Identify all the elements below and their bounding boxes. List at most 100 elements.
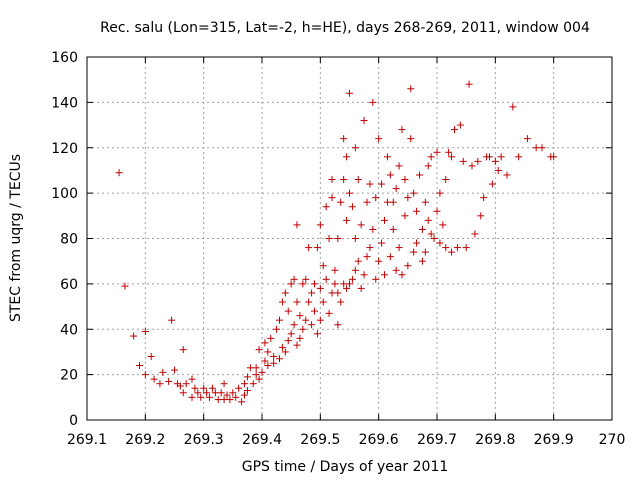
- data-point: [296, 312, 304, 320]
- data-point: [243, 387, 251, 395]
- data-point: [503, 171, 511, 179]
- data-point: [354, 257, 362, 265]
- data-point: [293, 341, 301, 349]
- data-point: [401, 176, 409, 184]
- data-point: [337, 198, 345, 206]
- data-point: [220, 380, 228, 388]
- data-point: [375, 135, 383, 143]
- data-point: [281, 348, 289, 356]
- data-point: [171, 366, 178, 374]
- data-point: [418, 257, 426, 265]
- data-point: [255, 375, 263, 383]
- data-point: [188, 393, 196, 401]
- data-point: [179, 389, 187, 397]
- data-point: [316, 221, 324, 229]
- data-point: [150, 375, 158, 383]
- data-point: [165, 377, 173, 385]
- data-point: [276, 316, 283, 324]
- gridlines: [87, 57, 612, 420]
- data-point: [407, 85, 415, 93]
- data-point: [459, 157, 467, 165]
- data-point: [334, 321, 342, 329]
- data-point: [494, 166, 502, 174]
- data-point: [480, 194, 488, 202]
- data-point: [179, 346, 187, 354]
- data-point: [488, 180, 496, 188]
- data-point: [176, 382, 184, 390]
- data-point: [273, 325, 281, 333]
- data-point: [220, 396, 228, 404]
- data-point: [203, 389, 211, 397]
- data-point: [267, 334, 275, 342]
- data-point: [395, 244, 403, 252]
- x-tick-label: 269.1: [67, 432, 107, 448]
- y-tick-label: 140: [51, 95, 78, 111]
- data-point: [238, 398, 246, 406]
- data-point: [311, 280, 318, 288]
- data-point: [235, 384, 243, 392]
- data-point: [331, 266, 339, 274]
- data-point: [270, 352, 278, 360]
- data-point: [427, 230, 435, 238]
- data-point: [168, 316, 176, 324]
- data-point: [284, 337, 292, 345]
- data-point: [191, 384, 199, 392]
- data-point: [442, 176, 450, 184]
- data-point: [159, 368, 167, 376]
- y-tick-label: 160: [51, 50, 78, 66]
- data-point: [424, 216, 432, 224]
- data-point: [468, 162, 476, 170]
- data-point: [360, 271, 368, 279]
- data-point: [343, 153, 351, 161]
- data-point: [372, 275, 380, 283]
- data-point: [293, 221, 301, 229]
- data-point: [392, 266, 400, 274]
- data-point: [398, 126, 406, 134]
- data-point: [413, 239, 421, 247]
- data-point: [360, 117, 368, 125]
- data-point: [287, 330, 295, 338]
- y-tick-labels: 0 20 40 60 80 100 120 140 160: [51, 50, 78, 429]
- data-point: [340, 135, 348, 143]
- data-point: [325, 235, 333, 242]
- data-point: [136, 362, 143, 370]
- data-point: [337, 298, 345, 306]
- data-point: [523, 135, 531, 143]
- y-tick-label: 100: [51, 186, 78, 202]
- data-point: [404, 194, 412, 202]
- data-point: [442, 244, 450, 252]
- data-point: [115, 169, 123, 177]
- data-point: [471, 230, 479, 238]
- data-point: [392, 185, 400, 193]
- data-point: [346, 189, 353, 197]
- y-tick-label: 20: [60, 368, 78, 384]
- data-point: [293, 298, 301, 306]
- data-point: [252, 364, 260, 372]
- data-point: [436, 189, 444, 197]
- data-point: [328, 176, 336, 184]
- data-point: [375, 257, 383, 265]
- data-point: [264, 348, 272, 356]
- data-point: [252, 371, 260, 379]
- data-point: [217, 389, 225, 397]
- data-point: [448, 248, 456, 256]
- data-point: [243, 373, 251, 381]
- data-point: [456, 121, 464, 129]
- axis-ticks: [86, 56, 613, 421]
- data-point: [381, 271, 388, 279]
- x-tick-label: 269.5: [300, 432, 340, 448]
- data-point: [261, 357, 269, 365]
- data-point: [351, 144, 359, 152]
- data-point: [302, 275, 310, 283]
- data-point: [346, 280, 353, 288]
- data-point: [121, 282, 129, 290]
- data-point: [439, 221, 447, 229]
- x-axis-label: GPS time / Days of year 2011: [242, 459, 449, 475]
- data-point: [383, 153, 391, 161]
- x-tick-label: 269.2: [125, 432, 165, 448]
- x-tick-label: 269.7: [417, 432, 457, 448]
- data-point: [445, 148, 453, 156]
- data-point: [226, 396, 234, 404]
- data-point: [278, 298, 286, 306]
- data-point: [348, 203, 356, 211]
